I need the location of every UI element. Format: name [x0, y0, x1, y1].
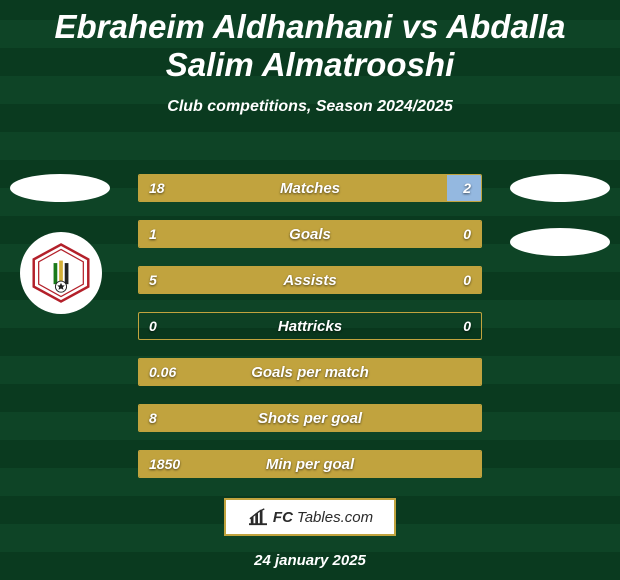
player-right-avatar-placeholder-2: [510, 228, 610, 256]
footer-date: 24 january 2025: [0, 552, 620, 569]
bar-fill-left: [139, 267, 482, 293]
stat-row: 50Assists: [138, 266, 482, 294]
club-badge: [20, 232, 102, 314]
attribution-tables: Tables.com: [297, 509, 373, 526]
bar-fill-left: [139, 405, 482, 431]
stat-row: 0 0Hattricks: [138, 312, 482, 340]
attribution-fc: FC: [273, 509, 293, 526]
club-badge-icon: [30, 242, 92, 304]
subtitle: Club competitions, Season 2024/2025: [0, 98, 620, 116]
comparison-bars: 182Matches 10Goals 50Assists 0 0Hattricks 0.0…: [138, 174, 482, 478]
bar-fill-left: [139, 451, 482, 477]
stat-label: Hattricks: [139, 313, 481, 339]
bar-fill-left: [139, 175, 449, 201]
chart-icon: [247, 508, 269, 526]
bar-fill-right: [447, 175, 481, 201]
stat-value-right: 0: [453, 313, 481, 339]
stat-value-left: 0: [139, 313, 167, 339]
stat-row: 8Shots per goal: [138, 404, 482, 432]
page-title: Ebraheim Aldhanhani vs Abdalla Salim Alm…: [0, 0, 620, 84]
stat-row: 182Matches: [138, 174, 482, 202]
bar-fill-left: [139, 359, 482, 385]
stat-row: 1850Min per goal: [138, 450, 482, 478]
player-right-avatar-placeholder-1: [510, 174, 610, 202]
bar-fill-left: [139, 221, 482, 247]
stat-row: 0.06Goals per match: [138, 358, 482, 386]
player-left-avatar-placeholder: [10, 174, 110, 202]
stat-row: 10Goals: [138, 220, 482, 248]
attribution-badge: FCTables.com: [224, 498, 396, 536]
